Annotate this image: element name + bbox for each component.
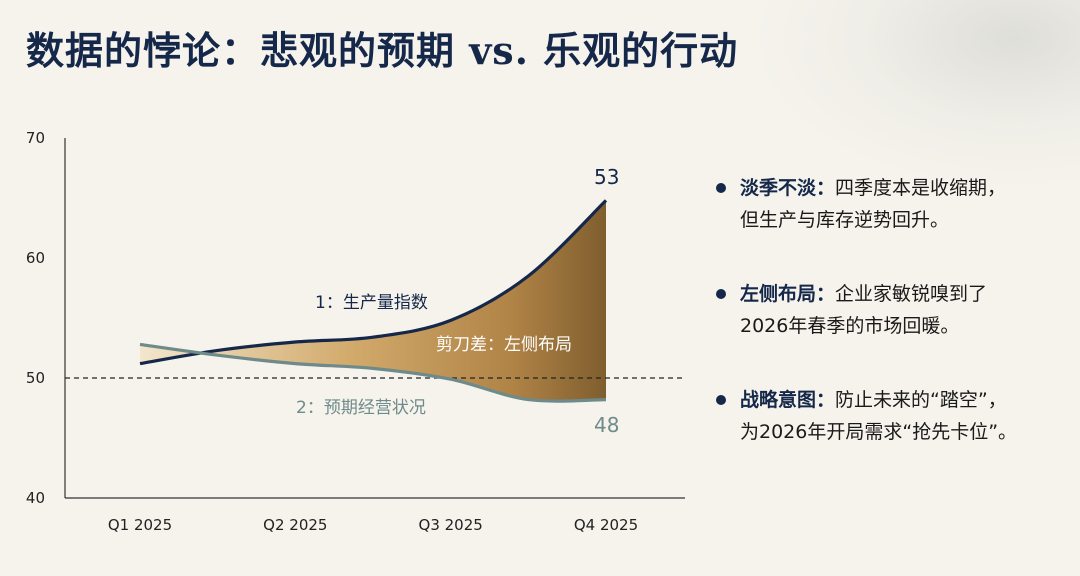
end-label-expectation: 48 bbox=[594, 413, 619, 437]
scissors-gap-annotation: 剪刀差：左侧布局 bbox=[436, 335, 572, 355]
bullet-text-line2: 为2026年开局需求“抢先卡位”。 bbox=[740, 421, 1018, 443]
y-tick-label: 40 bbox=[26, 489, 45, 507]
series-line-production bbox=[139, 199, 608, 366]
bullet-item: 战略意图：防止未来的“踏空”， 为2026年开局需求“抢先卡位”。 bbox=[712, 384, 1080, 448]
scissors-gap-area bbox=[140, 200, 606, 402]
bullet-dot-icon bbox=[716, 395, 726, 405]
bullet-item: 左侧布局：企业家敏锐嗅到了 2026年春季的市场回暖。 bbox=[712, 278, 1080, 342]
x-tick-label: Q1 2025 bbox=[108, 516, 172, 534]
bullet-item: 淡季不淡：四季度本是收缩期， 但生产与库存逆势回升。 bbox=[712, 172, 1080, 236]
series-line-expectation bbox=[139, 342, 607, 403]
end-label-production: 53 bbox=[594, 165, 619, 189]
chart-svg: 40 50 60 70 Q1 2025 Q2 2025 Q3 2025 Q4 2025 1：… bbox=[26, 129, 685, 534]
x-tick-label: Q2 2025 bbox=[263, 516, 327, 534]
bullet-text-line1: 四季度本是收缩期， bbox=[835, 177, 1007, 199]
chart: 40 50 60 70 Q1 2025 Q2 2025 Q3 2025 Q4 2025 1：… bbox=[0, 110, 700, 550]
bullet-dot-icon bbox=[716, 289, 726, 299]
bullet-text-line1: 企业家敏锐嗅到了 bbox=[835, 283, 988, 305]
y-tick-label: 50 bbox=[26, 369, 45, 387]
bullet-heading: 淡季不淡： bbox=[740, 177, 836, 199]
series-label-expectation: 2：预期经营状况 bbox=[296, 398, 426, 418]
page-title: 数据的悖论：悲观的预期 vs. 乐观的行动 bbox=[26, 28, 739, 73]
bullet-text-line2: 但生产与库存逆势回升。 bbox=[740, 209, 950, 231]
y-tick-label: 70 bbox=[26, 129, 45, 147]
bullet-text-line2: 2026年春季的市场回暖。 bbox=[740, 315, 960, 337]
bullet-text-line1: 防止未来的“踏空”， bbox=[835, 389, 1007, 411]
x-tick-label: Q4 2025 bbox=[574, 516, 638, 534]
background-swirl bbox=[750, 0, 1080, 190]
bullet-list: 淡季不淡：四季度本是收缩期， 但生产与库存逆势回升。 左侧布局：企业家敏锐嗅到了… bbox=[712, 172, 1080, 490]
series-label-production: 1：生产量指数 bbox=[315, 293, 428, 313]
x-tick-label: Q3 2025 bbox=[419, 516, 483, 534]
bullet-dot-icon bbox=[716, 183, 726, 193]
bullet-heading: 战略意图： bbox=[740, 389, 836, 411]
bullet-heading: 左侧布局： bbox=[740, 283, 836, 305]
y-tick-label: 60 bbox=[26, 249, 45, 267]
